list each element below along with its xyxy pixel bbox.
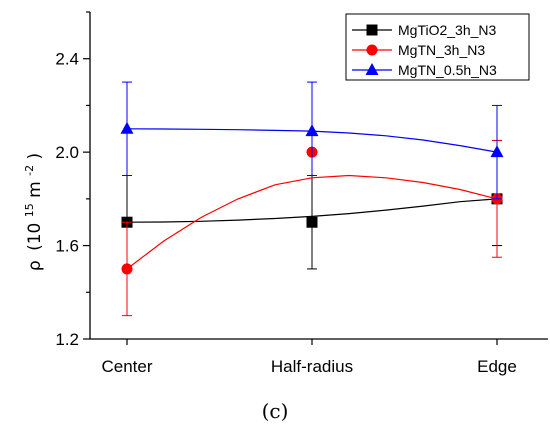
- legend-label: MgTiO2_3h_N3: [398, 22, 497, 38]
- y-tick-label: 2.0: [55, 143, 79, 162]
- x-tick-label: Edge: [477, 357, 517, 376]
- y-axis-label: ρ (10 15 m -2 ): [18, 153, 45, 271]
- figure-caption: (c): [262, 399, 289, 423]
- data-point: [120, 121, 134, 134]
- legend-marker: [366, 24, 378, 36]
- y-axis-exponent: 15: [23, 203, 36, 217]
- y-axis-unit-exponent: -2: [23, 165, 36, 176]
- series-layer: [120, 81, 504, 317]
- y-tick-label: 1.6: [55, 237, 79, 256]
- data-point: [306, 216, 318, 228]
- legend-item: MgTiO2_3h_N3: [352, 22, 497, 38]
- y-axis-close: ): [25, 153, 45, 160]
- fit-curve: [126, 174, 498, 270]
- axes: 1.2 1.6 2.0 2.4 Center Half-radius Edge: [55, 11, 548, 376]
- y-axis-base: (10: [25, 223, 45, 251]
- legend-marker: [366, 44, 378, 56]
- legend-marker: [365, 63, 379, 75]
- legend-label: MgTN_0.5h_N3: [398, 62, 497, 78]
- series-2: [120, 81, 504, 200]
- data-point: [490, 145, 504, 158]
- y-tick-label: 1.2: [55, 330, 79, 349]
- y-axis-unit: m: [25, 181, 45, 198]
- legend: MgTiO2_3h_N3 MgTN_3h_N3 MgTN_0.5h_N3: [345, 13, 530, 81]
- legend-label: MgTN_3h_N3: [398, 42, 485, 58]
- series-1: [121, 139, 503, 317]
- y-tick-label: 2.4: [55, 50, 79, 69]
- data-point: [305, 124, 319, 137]
- x-tick-label: Half-radius: [271, 357, 353, 376]
- legend-item: MgTN_3h_N3: [352, 42, 485, 58]
- x-tick-label: Center: [101, 357, 152, 376]
- data-point: [121, 263, 133, 275]
- legend-item: MgTN_0.5h_N3: [352, 62, 497, 78]
- y-axis-symbol: ρ: [25, 260, 45, 271]
